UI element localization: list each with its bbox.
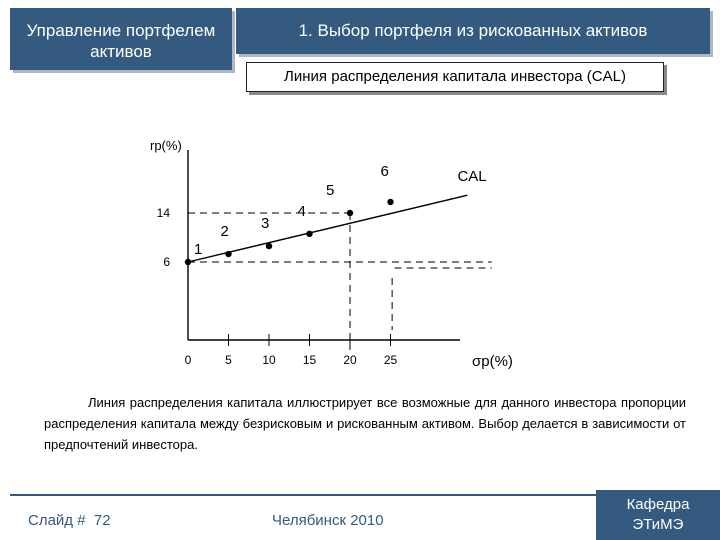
slide-number: Слайд # 72 (28, 512, 111, 529)
cal-line (187, 194, 468, 263)
description-paragraph: Линия распределения капитала иллюстрируе… (44, 395, 686, 452)
x-tick-label: 25 (384, 353, 398, 367)
point-label-2: 2 (221, 223, 229, 240)
point-label-1: 1 (194, 241, 202, 258)
department-line-2: ЭТиМЭ (632, 516, 684, 533)
y-tick-label: 6 (163, 255, 170, 269)
subtitle: Линия распределения капитала инвестора (… (284, 68, 626, 85)
x-tick-label: 5 (225, 353, 232, 367)
chart-marks (184, 194, 468, 266)
footer-divider-mid (430, 494, 596, 496)
cal-chart: rp(%) 0 5 10 15 20 25 6 14 CAL 1 2 3 4 5 6 σp(%) (150, 138, 513, 370)
chart-labels: rp(%) 0 5 10 15 20 25 6 14 CAL 1 2 3 4 5 6 σp(%) (150, 138, 513, 370)
point-5 (346, 209, 354, 217)
point-2 (225, 250, 232, 258)
section-title-box: 1. Выбор портфеля из рискованных активов (236, 8, 710, 54)
department-line-1: Кафедра (626, 496, 690, 513)
chart-guides (188, 212, 492, 350)
course-title: Управление портфелем активов (26, 21, 216, 61)
city-year: Челябинск 2010 (272, 512, 384, 529)
x-tick-label: 0 (185, 353, 192, 367)
point-1 (184, 258, 192, 266)
x-tick-label: 10 (262, 353, 276, 367)
department-box: Кафедра ЭТиМЭ (596, 490, 720, 540)
section-title: 1. Выбор портфеля из рискованных активов (298, 21, 648, 40)
y-tick-label: 14 (157, 206, 171, 220)
subtitle-box: Линия распределения капитала инвестора (… (246, 62, 664, 92)
chart-axes (187, 150, 460, 346)
cal-label: CAL (457, 168, 486, 185)
point-4 (306, 230, 313, 238)
x-axis-label: σp(%) (472, 353, 513, 370)
point-3 (265, 242, 273, 250)
y-axis-label: rp(%) (150, 138, 182, 153)
point-label-6: 6 (381, 163, 389, 180)
x-tick-label: 20 (343, 353, 357, 367)
slide-label: Слайд # (28, 512, 86, 529)
x-tick-label: 15 (303, 353, 317, 367)
point-label-3: 3 (261, 215, 269, 232)
point-label-5: 5 (326, 182, 334, 199)
slide-number-value: 72 (93, 512, 111, 529)
point-label-4: 4 (298, 203, 306, 220)
footer-divider-left (10, 494, 430, 496)
course-title-box: Управление портфелем активов (10, 8, 232, 70)
point-6 (387, 198, 394, 206)
